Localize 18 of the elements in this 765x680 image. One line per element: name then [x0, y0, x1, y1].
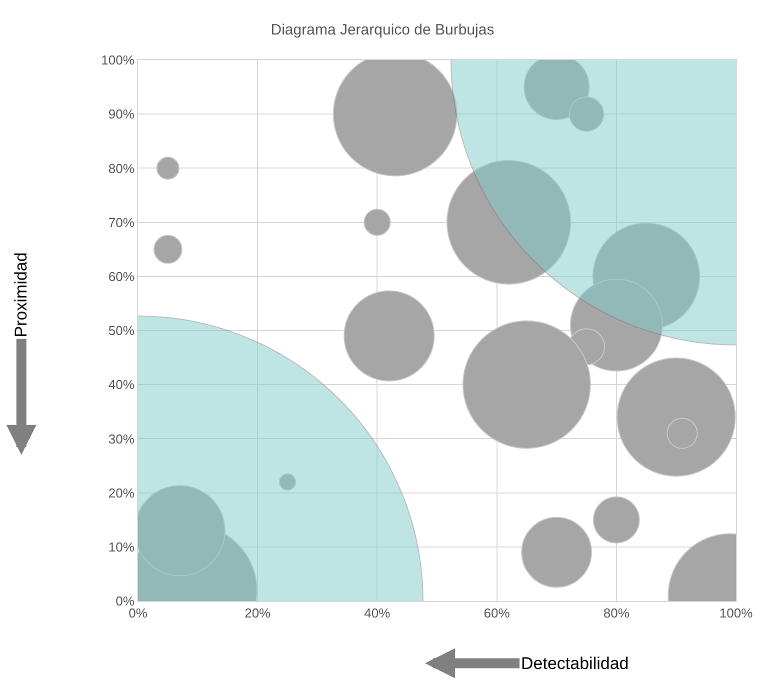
y-tick-label: 80%	[108, 160, 135, 176]
x-tick-label: 80%	[603, 606, 630, 621]
x-tick-label: 100%	[719, 606, 754, 621]
x-tick-label: 60%	[484, 606, 510, 621]
chart-title: Diagrama Jerarquico de Burbujas	[270, 21, 494, 38]
y-tick-label: 50%	[108, 323, 135, 338]
y-tick-label: 30%	[108, 431, 135, 446]
y-tick-label: 60%	[108, 268, 135, 284]
x-tick-label: 40%	[364, 606, 391, 621]
y-tick-label: 70%	[108, 214, 135, 230]
y-tick-label: 20%	[108, 485, 135, 500]
y-tick-label: 100%	[101, 52, 135, 68]
y-tick-label: 10%	[108, 539, 135, 554]
x-axis-title: Detectabilidad	[521, 654, 629, 673]
x-tick-label: 20%	[244, 606, 272, 621]
y-axis-title: Proximidad	[11, 252, 30, 338]
y-tick-label: 90%	[108, 106, 135, 122]
y-tick-label: 40%	[108, 377, 135, 392]
